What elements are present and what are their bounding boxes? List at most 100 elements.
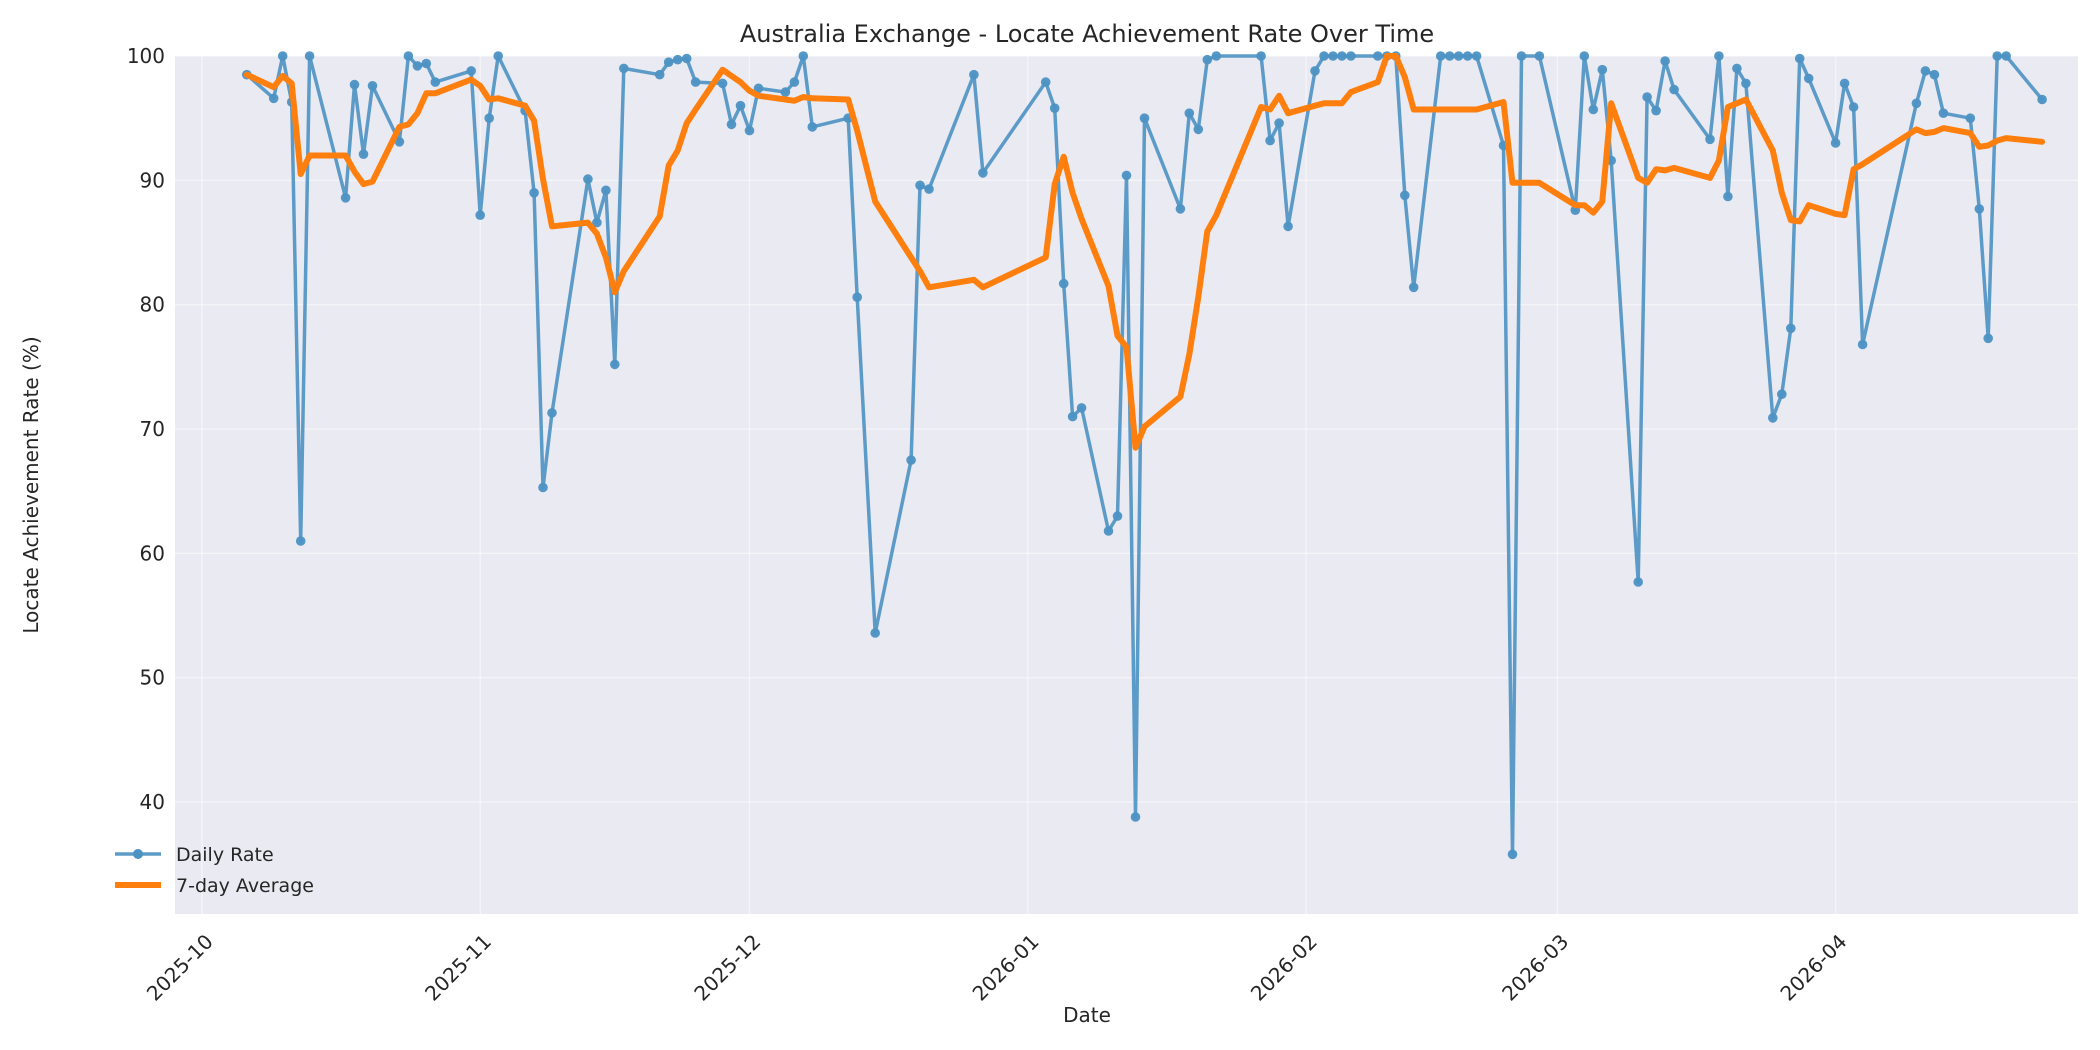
daily-rate-point [403, 51, 414, 61]
legend-marker-daily-rate [133, 849, 143, 859]
daily-rate-point [1768, 413, 1778, 423]
daily-rate-point [1579, 51, 1590, 61]
daily-rate-point [1516, 51, 1527, 61]
daily-rate-point [1184, 108, 1195, 118]
daily-rate-point [1992, 51, 2002, 61]
y-tick-label: 40 [140, 790, 165, 814]
daily-rate-point [852, 292, 862, 303]
daily-rate-point [304, 51, 315, 61]
daily-rate-point [295, 536, 306, 546]
daily-rate-point [1400, 190, 1410, 201]
daily-rate-point [1139, 113, 1150, 123]
daily-rate-point [1839, 78, 1850, 89]
daily-rate-point [681, 53, 692, 64]
daily-rate-point [547, 408, 557, 418]
daily-rate-point [1929, 69, 1940, 80]
daily-rate-point [1328, 51, 1338, 61]
daily-rate-point [1076, 403, 1087, 413]
daily-rate-point [1193, 124, 1204, 135]
daily-rate-point [1642, 92, 1652, 102]
daily-rate-point [421, 58, 432, 69]
y-tick-label: 70 [140, 417, 165, 441]
daily-rate-point [1507, 849, 1518, 860]
daily-rate-point [1373, 51, 1383, 61]
grid-lines [175, 55, 2078, 914]
daily-rate-point [349, 79, 360, 90]
daily-rate-point [268, 93, 279, 104]
daily-rate-point [672, 54, 683, 65]
daily-rate-point [1453, 51, 1464, 61]
daily-rate-point [1283, 221, 1293, 232]
daily-rate-point [475, 210, 486, 220]
y-tick-label: 80 [140, 293, 165, 317]
daily-rate-point [1714, 51, 1724, 61]
daily-rate-point [1067, 411, 1078, 422]
daily-rate-line [245, 54, 2044, 857]
daily-rate-point [1588, 104, 1599, 115]
daily-rate-point [1265, 135, 1275, 146]
daily-rate-point [367, 81, 378, 91]
daily-rate-point [340, 193, 351, 203]
daily-rate-point [1741, 78, 1751, 89]
daily-rate-point [1777, 389, 1787, 400]
x-axis-label: Date [1063, 1003, 1111, 1027]
daily-rate-point [744, 125, 755, 136]
daily-rate-point [1337, 51, 1347, 61]
daily-rate-point [915, 180, 925, 191]
y-axis-label: Locate Achievement Rate (%) [19, 336, 43, 633]
daily-rate-point [1597, 64, 1608, 75]
daily-rate-point [1408, 282, 1419, 293]
daily-rate-point [735, 100, 746, 111]
daily-rate-point [798, 51, 809, 61]
daily-rate-point [1471, 51, 1482, 61]
daily-rate-point [1435, 51, 1446, 61]
daily-rate-point [1660, 56, 1670, 66]
daily-rate-point [1462, 51, 1473, 61]
daily-rate-point [2037, 94, 2047, 105]
seven-day-average-line [243, 53, 2046, 451]
daily-rate-point [1049, 103, 1060, 113]
daily-rate-point [529, 188, 539, 198]
daily-rate-point [978, 168, 988, 178]
y-tick-label: 100 [127, 44, 165, 68]
legend: Daily Rate 7-day Average [115, 844, 314, 897]
daily-rate-point [1274, 118, 1284, 128]
daily-rate-point [1786, 323, 1796, 334]
daily-rate-point [1803, 73, 1814, 84]
daily-rate-point [1794, 53, 1805, 64]
daily-rate-point [592, 217, 602, 228]
daily-rate-point [1211, 51, 1222, 61]
daily-rate-point [358, 149, 369, 159]
daily-rate-point [1705, 134, 1715, 145]
daily-rate-point [1633, 577, 1643, 587]
daily-rate-point [2001, 51, 2011, 61]
daily-rate-point [1938, 108, 1949, 118]
daily-rate-point [1130, 812, 1141, 822]
daily-rate-point [619, 63, 629, 74]
daily-rate-point [1669, 84, 1679, 95]
daily-rate-point [610, 359, 620, 370]
daily-rate-point [1848, 102, 1859, 112]
daily-rate-point [789, 77, 800, 87]
daily-rate-point [583, 174, 593, 184]
legend-label-daily-rate: Daily Rate [176, 844, 274, 866]
daily-rate-point [924, 184, 934, 194]
daily-rate-point [1920, 66, 1931, 76]
daily-rate-point [1346, 51, 1356, 61]
daily-rate-point [1857, 339, 1868, 350]
daily-rate-point [780, 87, 791, 97]
daily-rate-point [1121, 170, 1132, 181]
y-axis-ticks: 40 50 60 70 80 90 100 [127, 44, 165, 814]
daily-rate-point [663, 57, 674, 67]
daily-rate-point [1310, 66, 1320, 76]
daily-rate-point [1202, 54, 1213, 65]
daily-rate-point [753, 83, 764, 94]
daily-rate-point [1965, 113, 1976, 123]
daily-rate-point [538, 482, 548, 493]
daily-rate-point [430, 77, 441, 87]
daily-rate-point [1319, 51, 1329, 61]
daily-rate-point [1911, 98, 1922, 109]
daily-rate-point [484, 113, 495, 123]
daily-rate-point [601, 185, 611, 196]
daily-rate-point [1175, 204, 1186, 214]
